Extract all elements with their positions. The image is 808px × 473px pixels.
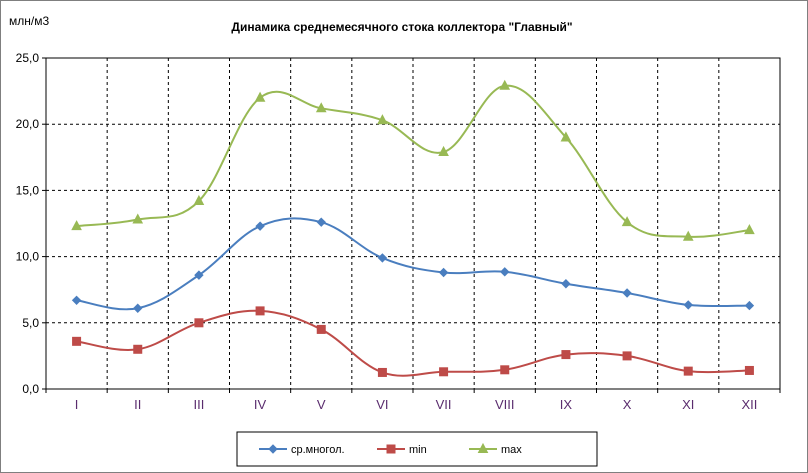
chart-title: Динамика среднемесячного стока коллектор…	[231, 20, 572, 34]
y-tick-label: 0,0	[22, 382, 39, 396]
data-point-min	[622, 351, 632, 361]
legend: ср.многол. min max	[236, 431, 598, 467]
data-point-min	[500, 365, 510, 375]
data-point-min	[683, 366, 693, 376]
x-tick-label: II	[134, 397, 141, 412]
series-line-min	[76, 309, 750, 377]
data-point-ср.многол.	[622, 288, 632, 298]
x-tick-label: V	[317, 397, 326, 412]
y-tick-label: 10,0	[16, 250, 40, 264]
legend-marker-ср.многол.	[268, 444, 278, 454]
data-point-max	[744, 224, 755, 235]
data-point-max	[499, 79, 511, 90]
data-point-ср.многол.	[316, 217, 326, 227]
data-point-max	[560, 131, 572, 142]
y-tick-label: 25,0	[16, 51, 40, 65]
legend-box	[236, 431, 598, 467]
x-tick-label: IX	[560, 397, 573, 412]
data-point-ср.многол.	[500, 267, 510, 277]
data-point-max	[132, 213, 144, 224]
plot-area: 0,05,010,015,020,025,0I II III IV V VI VII VIII…	[16, 51, 781, 412]
data-point-min	[72, 336, 82, 346]
x-tick-label: I	[75, 397, 79, 412]
y-axis-label: млн/м3	[9, 14, 49, 28]
data-point-max	[621, 216, 633, 227]
legend-marker-min	[386, 444, 396, 454]
x-tick-label: XII	[741, 397, 757, 412]
x-tick-label: VIII	[495, 397, 515, 412]
data-point-min	[316, 324, 326, 334]
data-point-min	[377, 367, 387, 377]
data-point-max	[254, 91, 266, 102]
data-point-min	[744, 365, 754, 375]
data-point-ср.многол.	[683, 300, 693, 310]
legend-marker-max	[477, 442, 489, 453]
data-point-max	[682, 230, 694, 241]
x-tick-label: VI	[376, 397, 388, 412]
data-point-min	[194, 318, 204, 328]
data-point-max	[315, 102, 327, 113]
data-point-min	[255, 306, 265, 316]
data-point-ср.многол.	[438, 267, 449, 278]
data-point-ср.многол.	[255, 221, 265, 231]
data-point-ср.многол.	[744, 300, 755, 311]
data-point-max	[193, 194, 205, 205]
data-point-min	[439, 367, 449, 377]
data-point-max	[438, 145, 449, 157]
legend-label: max	[501, 444, 522, 456]
data-point-ср.многол.	[377, 253, 388, 263]
data-point-min	[133, 344, 143, 354]
x-tick-label: III	[193, 397, 204, 412]
y-tick-label: 5,0	[22, 316, 39, 330]
legend-label: ср.многол.	[291, 444, 345, 456]
y-tick-label: 20,0	[16, 117, 40, 131]
y-tick-label: 15,0	[16, 183, 40, 197]
data-point-ср.многол.	[71, 295, 82, 305]
data-point-ср.многол.	[561, 279, 571, 289]
data-point-ср.многол.	[194, 270, 204, 280]
x-tick-label: X	[623, 397, 632, 412]
data-point-max	[71, 220, 82, 231]
x-tick-label: IV	[254, 397, 267, 412]
x-tick-label: VII	[436, 397, 452, 412]
legend-label: min	[409, 444, 427, 456]
data-point-min	[561, 350, 571, 360]
x-tick-label: XI	[682, 397, 694, 412]
data-point-ср.многол.	[133, 303, 143, 313]
data-point-max	[377, 114, 388, 125]
